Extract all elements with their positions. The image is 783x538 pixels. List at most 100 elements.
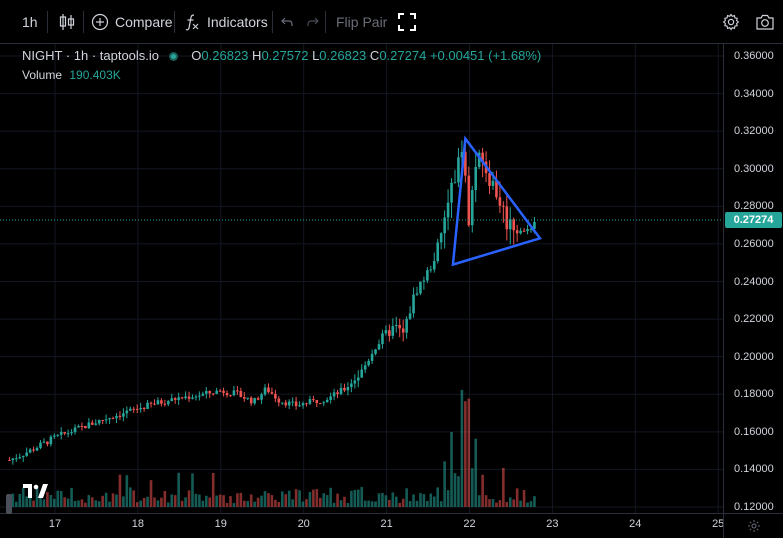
undo-button[interactable]: [280, 0, 294, 44]
candle-body: [280, 402, 284, 404]
volume-bar: [91, 497, 94, 507]
candle-body: [405, 318, 408, 333]
candle-body: [63, 432, 66, 434]
tradingview-logo[interactable]: [22, 482, 50, 500]
fullscreen-button[interactable]: [398, 0, 416, 44]
price-chart[interactable]: [0, 44, 723, 513]
candle-body: [242, 397, 246, 399]
candle-body: [115, 415, 118, 419]
camera-icon: [756, 14, 774, 30]
volume-bar: [80, 499, 84, 507]
candles: [8, 138, 536, 465]
timeframe-label: 1h: [22, 14, 38, 30]
candle-body: [135, 408, 139, 410]
volume-bar: [360, 486, 364, 507]
scroll-handle[interactable]: [6, 494, 12, 514]
candle-body: [101, 419, 104, 421]
candle-body: [94, 423, 98, 425]
toolbar-divider: [47, 11, 48, 33]
volume-bar: [477, 495, 481, 507]
volume-bar: [146, 496, 149, 507]
volume-bar: [180, 500, 184, 507]
candle-body: [132, 408, 136, 410]
candle-body: [401, 328, 405, 333]
volume-bar: [498, 500, 502, 507]
volume-bar: [236, 493, 239, 507]
volume-bar: [204, 495, 208, 507]
candle-body: [108, 418, 111, 420]
candle-body: [498, 197, 502, 206]
triangle-drawing[interactable]: [451, 135, 543, 267]
candle-body: [129, 408, 132, 411]
price-axis[interactable]: 0.27274 0.36000 0.34000 0.32000 0.30000 0.28…: [723, 44, 783, 513]
volume-bar: [453, 473, 457, 507]
candle-body: [301, 403, 305, 406]
volume-bar: [277, 501, 281, 507]
volume-bar: [460, 389, 464, 507]
chart-type-button[interactable]: [59, 0, 75, 44]
settings-button[interactable]: [722, 0, 740, 44]
volume-bar: [346, 502, 350, 507]
volume-bar: [270, 495, 274, 507]
toolbar-divider: [325, 11, 326, 33]
candle-body: [495, 180, 498, 198]
compare-button[interactable]: Compare: [91, 0, 173, 44]
candle-body: [322, 402, 326, 404]
candle-body: [225, 392, 229, 396]
time-tick-label: 19: [214, 518, 227, 530]
volume-bar: [308, 491, 312, 507]
chart-pane[interactable]: [0, 44, 723, 513]
candle-body: [21, 455, 25, 458]
volume-bar: [515, 488, 519, 507]
volume-bar: [394, 496, 398, 507]
candle-body: [508, 219, 512, 230]
volume-bar: [491, 499, 495, 507]
volume-bar: [122, 496, 125, 507]
candle-body: [222, 390, 225, 393]
volume-bar: [73, 500, 77, 507]
indicators-button[interactable]: Indicators: [183, 0, 268, 44]
price-tick-label: 0.14000: [734, 463, 774, 476]
volume-bar: [374, 501, 377, 507]
volume-bar: [173, 495, 177, 507]
volume-bar: [208, 497, 212, 507]
candle-body: [146, 402, 149, 409]
snapshot-button[interactable]: [755, 0, 775, 44]
flip-pair-button[interactable]: Flip Pair: [336, 0, 387, 44]
candle-body: [408, 313, 412, 319]
timeframe-button[interactable]: 1h: [22, 0, 38, 44]
candle-body: [170, 398, 174, 402]
candle-body: [111, 418, 115, 420]
volume-bar: [502, 467, 505, 507]
volume-bar: [218, 494, 222, 507]
time-axis[interactable]: 17 18 19 20 21 22 23 24 25: [0, 513, 725, 538]
candle-body: [419, 281, 422, 294]
volume-bar: [377, 493, 381, 507]
time-tick-label: 25: [712, 518, 725, 530]
volume-bar: [464, 401, 467, 507]
candle-body: [318, 403, 322, 405]
redo-icon: [307, 17, 319, 26]
volume-bar: [129, 487, 132, 507]
volume-bar: [149, 480, 153, 507]
redo-button[interactable]: [306, 0, 320, 44]
volume-bar: [59, 491, 63, 507]
compare-label: Compare: [115, 14, 173, 30]
undo-icon: [281, 17, 293, 26]
candle-body: [156, 400, 160, 405]
market-status-icon: [168, 52, 178, 61]
volume-bar: [194, 493, 198, 507]
volume-bar: [267, 493, 270, 507]
volume-bar: [84, 502, 87, 507]
candle-body: [353, 380, 357, 384]
axis-settings-button[interactable]: [723, 513, 783, 538]
candle-body: [529, 228, 533, 230]
candle-body: [80, 425, 84, 427]
price-tick-label: 0.12000: [734, 501, 774, 513]
symbol-legend: NIGHT · 1h · taptools.io O0.26823 H0.275…: [22, 48, 541, 63]
candle-body: [377, 344, 381, 350]
candle-body: [253, 398, 256, 404]
candle-body: [267, 387, 270, 393]
candle-body: [370, 353, 374, 361]
volume-bar: [363, 500, 367, 507]
